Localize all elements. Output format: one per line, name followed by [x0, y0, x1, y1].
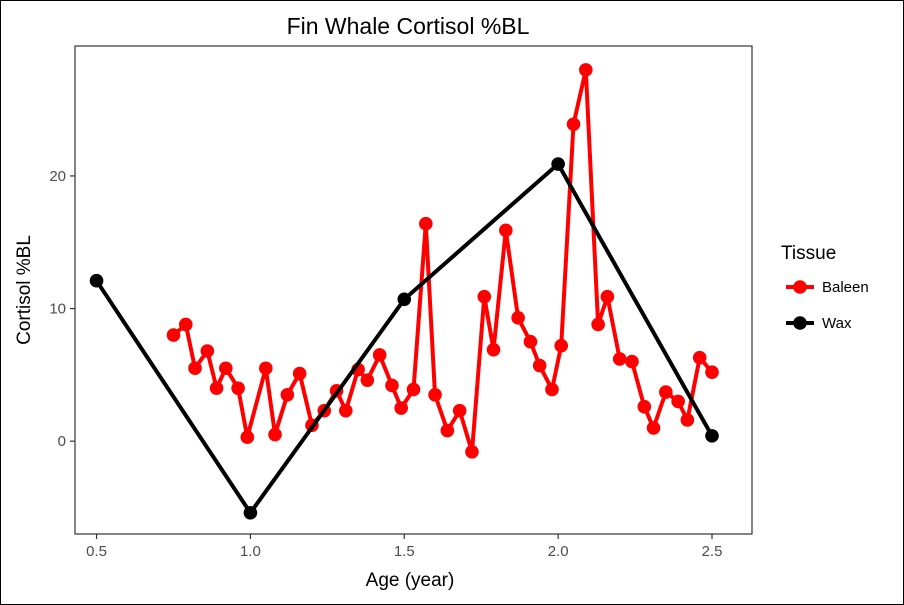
data-point-baleen — [209, 381, 224, 395]
data-point-wax — [243, 505, 258, 520]
data-point-baleen — [231, 381, 245, 395]
x-tick-label-3: 2.0 — [548, 543, 569, 560]
data-point-baleen — [240, 430, 255, 444]
data-point-baleen — [591, 317, 605, 332]
legend: Tissue Baleen Wax — [781, 243, 869, 332]
data-point-baleen — [360, 373, 375, 387]
x-tick-label-1: 1.0 — [240, 543, 261, 560]
data-point-baleen — [339, 403, 353, 418]
data-point-baleen — [486, 342, 501, 357]
data-point-baleen — [178, 317, 193, 332]
data-point-baleen — [452, 403, 467, 418]
x-axis: 0.5 1.0 1.5 2.0 2.5 — [86, 534, 722, 560]
data-point-baleen — [280, 387, 295, 402]
data-point-baleen — [680, 413, 695, 427]
data-point-baleen — [532, 358, 547, 373]
x-tick-label-0: 0.5 — [86, 543, 107, 560]
data-point-baleen — [554, 338, 569, 353]
data-point-baleen — [659, 385, 673, 399]
data-point-baleen — [268, 427, 282, 442]
data-point-baleen — [394, 401, 408, 415]
data-point-baleen — [692, 350, 707, 365]
y-axis-title: Cortisol %BL — [14, 235, 35, 345]
data-point-baleen — [440, 423, 455, 438]
data-point-baleen — [188, 361, 202, 376]
data-point-baleen — [637, 399, 652, 414]
data-point-baleen — [419, 216, 433, 231]
series-layer — [89, 63, 719, 520]
data-point-baleen — [477, 289, 492, 304]
x-tick-label-4: 2.5 — [702, 543, 723, 560]
data-point-baleen — [511, 311, 525, 325]
legend-label-wax: Wax — [822, 315, 852, 332]
x-tick-label-2: 1.5 — [394, 543, 415, 560]
data-point-baleen — [372, 348, 387, 362]
data-point-baleen — [612, 352, 627, 366]
data-point-baleen — [579, 63, 593, 77]
legend-key-point-wax — [793, 316, 807, 330]
data-point-baleen — [671, 394, 685, 409]
data-point-baleen — [200, 344, 215, 358]
data-point-wax — [397, 292, 412, 307]
y-tick-label-1: 10 — [49, 301, 66, 318]
chart-title: Fin Whale Cortisol %BL — [287, 13, 530, 39]
data-point-wax — [705, 429, 719, 443]
y-tick-label-2: 20 — [49, 168, 66, 185]
data-point-baleen — [406, 382, 421, 397]
legend-label-baleen: Baleen — [822, 279, 869, 296]
data-point-baleen — [566, 117, 581, 132]
data-point-baleen — [545, 382, 559, 397]
data-point-baleen — [523, 334, 538, 349]
data-point-baleen — [499, 223, 513, 238]
data-point-baleen — [428, 387, 442, 402]
x-axis-title: Age (year) — [366, 570, 455, 591]
data-point-wax — [551, 157, 565, 171]
data-point-baleen — [385, 378, 399, 393]
data-point-baleen — [166, 328, 181, 342]
data-point-baleen — [600, 289, 615, 304]
data-point-wax — [89, 273, 104, 288]
data-point-baleen — [705, 365, 719, 380]
y-axis: 0 10 20 — [49, 168, 75, 450]
data-point-baleen — [465, 444, 479, 459]
y-tick-label-0: 0 — [58, 433, 66, 450]
data-point-baleen — [646, 421, 661, 435]
data-point-baleen — [258, 361, 273, 376]
legend-key-point-baleen — [793, 280, 807, 294]
data-point-baleen — [292, 366, 307, 381]
data-point-baleen — [625, 354, 639, 369]
data-point-baleen — [218, 361, 233, 376]
legend-title: Tissue — [781, 243, 836, 264]
